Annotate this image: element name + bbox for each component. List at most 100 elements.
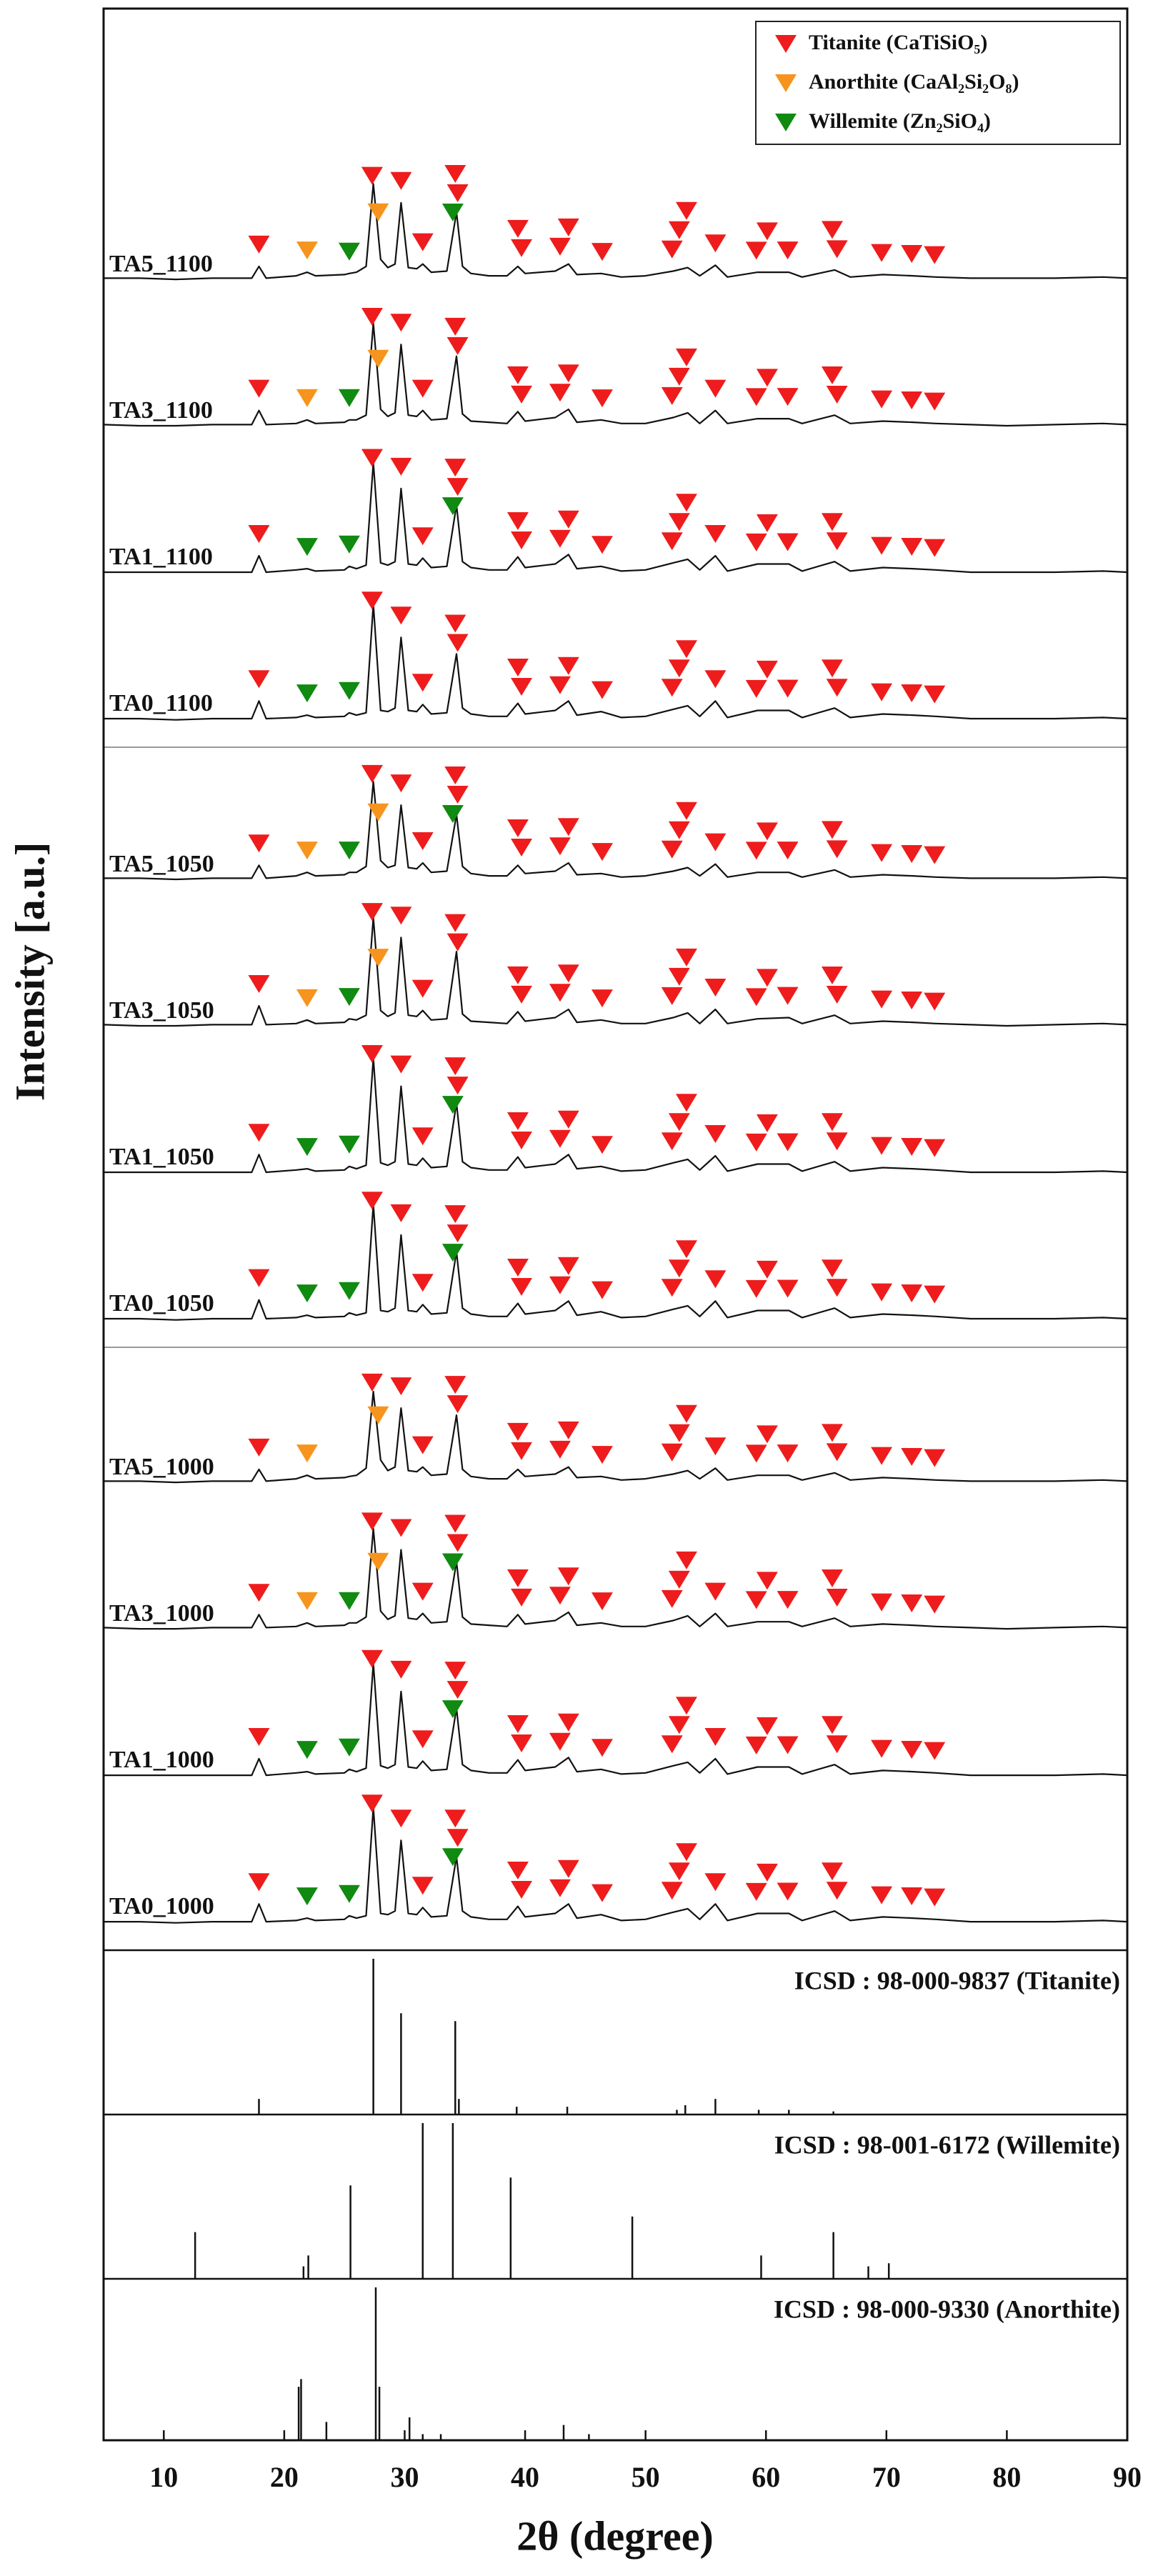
reference-label: ICSD : 98-000-9330 (Anorthite)	[774, 2295, 1120, 2323]
legend-label: Titanite (CaTiSiO₅)	[809, 31, 987, 54]
xrd-trace	[103, 917, 1128, 1027]
peak-marker	[338, 1135, 360, 1154]
peak-marker	[745, 679, 767, 698]
peak-marker	[668, 1259, 690, 1278]
peak-marker	[441, 1096, 464, 1114]
peak-marker	[661, 1132, 683, 1151]
xrd-trace	[104, 1203, 1128, 1321]
peak-marker	[591, 681, 613, 699]
peak-marker	[745, 1444, 767, 1463]
peak-marker	[296, 684, 318, 703]
peak-marker	[361, 591, 383, 610]
legend-marker	[775, 74, 797, 92]
peak-marker	[924, 846, 946, 864]
peak-marker	[924, 685, 946, 704]
peak-marker	[296, 989, 318, 1007]
peak-marker	[661, 240, 683, 259]
peak-marker	[704, 1437, 727, 1456]
peak-marker	[661, 1882, 683, 1900]
peak-marker	[511, 531, 533, 550]
peak-marker	[777, 1279, 799, 1298]
peak-marker	[444, 1514, 466, 1533]
peak-marker	[444, 614, 466, 633]
x-tick-label: 20	[270, 2461, 299, 2493]
peak-marker	[411, 1274, 434, 1292]
series-label: TA3_1000	[109, 1600, 214, 1627]
peak-marker	[549, 1587, 571, 1605]
peak-marker	[901, 1138, 923, 1157]
peak-marker	[361, 1192, 383, 1210]
peak-marker	[826, 840, 848, 859]
legend-label: Willemite (Zn₂SiO₄)	[809, 109, 991, 133]
peak-marker	[549, 837, 571, 856]
peak-marker	[248, 975, 270, 993]
peak-marker	[441, 1848, 464, 1867]
peak-marker	[367, 949, 389, 967]
peak-marker	[675, 640, 697, 659]
peak-marker	[549, 1276, 571, 1294]
peak-marker	[338, 535, 360, 554]
peak-marker	[511, 239, 533, 257]
peak-marker	[871, 1593, 893, 1612]
peak-marker	[361, 166, 383, 185]
peak-marker	[668, 659, 690, 678]
peak-marker	[661, 840, 683, 859]
peak-marker	[296, 538, 318, 556]
peak-marker	[557, 510, 579, 529]
peak-marker	[661, 1279, 683, 1297]
peak-marker	[871, 390, 893, 409]
peak-marker	[248, 235, 270, 254]
peak-marker	[756, 822, 778, 841]
peak-marker	[296, 1741, 318, 1759]
series-label: TA3_1050	[109, 997, 214, 1024]
peak-marker	[821, 659, 843, 678]
peak-marker	[821, 1862, 843, 1881]
peak-marker	[901, 538, 923, 556]
peak-marker	[661, 1443, 683, 1462]
peak-marker	[745, 241, 767, 260]
peak-marker	[826, 385, 848, 404]
peak-marker	[411, 233, 434, 251]
x-tick-label: 40	[511, 2461, 539, 2493]
peak-marker	[704, 379, 727, 398]
peak-marker	[557, 818, 579, 837]
peak-marker	[826, 985, 848, 1004]
peak-marker	[441, 203, 464, 221]
peak-marker	[661, 1735, 683, 1754]
peak-marker	[826, 1132, 848, 1151]
xrd-trace	[104, 781, 1128, 881]
peak-marker	[248, 1124, 270, 1142]
peak-marker	[777, 533, 799, 551]
peak-marker	[591, 1739, 613, 1757]
peak-marker	[444, 164, 466, 183]
peak-marker	[390, 1519, 412, 1537]
peak-marker	[826, 1443, 848, 1462]
peak-marker	[411, 979, 434, 998]
peak-marker	[557, 1421, 579, 1439]
peak-marker	[390, 907, 412, 925]
peak-marker	[361, 1794, 383, 1813]
peak-marker	[338, 988, 360, 1007]
peak-marker	[675, 1551, 697, 1569]
peak-marker	[338, 1592, 360, 1610]
peak-marker	[821, 221, 843, 239]
peak-marker	[390, 1660, 412, 1679]
peak-marker	[557, 1110, 579, 1129]
peak-marker	[901, 1284, 923, 1303]
peak-marker	[756, 1260, 778, 1279]
peak-marker	[511, 1588, 533, 1607]
peak-marker	[591, 1281, 613, 1299]
peak-marker	[924, 1285, 946, 1304]
peak-marker	[549, 1879, 571, 1897]
peak-marker	[871, 683, 893, 702]
peak-marker	[661, 679, 683, 697]
xrd-trace	[104, 603, 1128, 721]
x-tick-label: 80	[992, 2461, 1021, 2493]
xrd-trace	[103, 322, 1128, 427]
peak-marker	[777, 842, 799, 860]
peak-marker	[704, 670, 727, 689]
peak-marker	[745, 1736, 767, 1754]
peak-marker	[511, 1442, 533, 1460]
peak-marker	[777, 1133, 799, 1152]
legend-marker	[775, 35, 797, 53]
